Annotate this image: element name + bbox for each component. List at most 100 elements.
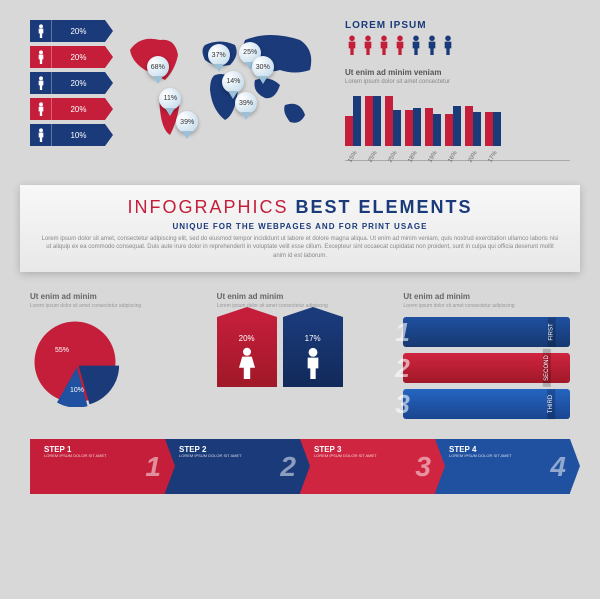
- bar-label: 16%: [447, 150, 458, 163]
- lorem-title: LOREM IPSUM: [345, 20, 570, 31]
- map-pin: 68%: [147, 56, 169, 78]
- stat-arrow: 20%: [30, 46, 105, 68]
- stat-arrow: 20%: [30, 72, 105, 94]
- step-3: STEP 3 LOREM IPSUM DOLOR SIT AMET 3: [300, 439, 435, 494]
- map-pin: 39%: [176, 111, 198, 133]
- bar-blue: [493, 112, 501, 146]
- person-icon: [345, 35, 359, 60]
- step-number: 1: [145, 451, 161, 483]
- world-map: 68%11%39%37%14%25%30%39%: [120, 20, 330, 165]
- bar-chart-subtitle: Lorem ipsum dolor sit amet consectetur: [345, 79, 570, 85]
- gender-banner-male: 17%: [283, 317, 343, 387]
- bar-red: [365, 96, 373, 146]
- arrow-pct: 20%: [52, 72, 105, 94]
- bar-group: 20%: [465, 106, 481, 160]
- person-icon: [30, 72, 52, 94]
- ribbon-label: FIRST: [547, 318, 555, 347]
- banner-title-blue: BEST ELEMENTS: [296, 197, 473, 217]
- step-number: 4: [550, 451, 566, 483]
- ribbons-column: Ut enim ad minim Lorem ipsum dolor sit a…: [403, 292, 570, 419]
- bar-label: 17%: [487, 150, 498, 163]
- bar-blue: [373, 96, 381, 146]
- bar-group: 16%: [445, 106, 461, 160]
- bar-group: 17%: [485, 112, 501, 160]
- pin-label: 68%: [147, 56, 169, 78]
- step-text: LOREM IPSUM DOLOR SIT AMET: [44, 454, 157, 459]
- person-icon: [30, 124, 52, 146]
- ribbon-third: 3 THIRD: [403, 389, 570, 419]
- arrow-pct: 20%: [52, 98, 105, 120]
- pin-label: 14%: [222, 71, 244, 93]
- bar-group: 15%: [345, 96, 361, 160]
- pin-label: 11%: [159, 88, 181, 110]
- pin-label: 37%: [208, 44, 230, 66]
- bar-red: [405, 110, 413, 146]
- pin-label: 39%: [235, 92, 257, 114]
- gender-banner-female: 20%: [217, 317, 277, 387]
- ribbon-number: 1: [395, 317, 409, 348]
- person-icon: [393, 35, 407, 60]
- bar-label: 25%: [367, 150, 378, 163]
- bar-group: 19%: [425, 108, 441, 160]
- ribbon-second: 2 SECOND: [403, 353, 570, 383]
- pie-label-small: 10%: [70, 387, 84, 394]
- ribbons: 1 FIRST 2 SECOND 3 THIRD: [403, 317, 570, 419]
- gender-row: 20% 17%: [217, 317, 384, 387]
- ribbon-label: SECOND: [543, 349, 551, 387]
- gender-pct: 20%: [239, 334, 255, 343]
- top-section: 20% 20% 20% 20% 10% 68%11%39%37%14%25%30…: [0, 0, 600, 175]
- bar-group: 25%: [385, 96, 401, 160]
- banner-text: Lorem ipsum dolor sit amet, consectetur …: [40, 235, 560, 260]
- person-icon: [441, 35, 455, 60]
- person-icon: [425, 35, 439, 60]
- bar-blue: [393, 110, 401, 146]
- female-icon: [237, 347, 257, 379]
- person-icon: [30, 46, 52, 68]
- step-text: LOREM IPSUM DOLOR SIT AMET: [314, 454, 427, 459]
- steps-section: STEP 1 LOREM IPSUM DOLOR SIT AMET 1 STEP…: [0, 429, 600, 514]
- stat-arrow: 10%: [30, 124, 105, 146]
- bar-label: 18%: [407, 150, 418, 163]
- infographic-container: 20% 20% 20% 20% 10% 68%11%39%37%14%25%30…: [0, 0, 600, 599]
- stat-arrow: 20%: [30, 20, 105, 42]
- arrow-pct: 20%: [52, 46, 105, 68]
- arrow-stats-column: 20% 20% 20% 20% 10%: [30, 20, 105, 165]
- gender-pct: 17%: [305, 334, 321, 343]
- people-icons-row: [345, 35, 570, 60]
- bar-chart-title: Ut enim ad minim veniam: [345, 68, 570, 77]
- person-icon: [361, 35, 375, 60]
- bar-red: [445, 114, 453, 146]
- map-pin: 37%: [208, 44, 230, 66]
- bar-group: 25%: [365, 96, 381, 160]
- ribbon-first: 1 FIRST: [403, 317, 570, 347]
- map-pin: 14%: [222, 71, 244, 93]
- step-text: LOREM IPSUM DOLOR SIT AMET: [179, 454, 292, 459]
- ribbon-number: 3: [395, 389, 409, 420]
- arrow-pct: 10%: [52, 124, 105, 146]
- pin-label: 30%: [252, 56, 274, 78]
- map-pin: 30%: [252, 56, 274, 78]
- step-text: LOREM IPSUM DOLOR SIT AMET: [449, 454, 562, 459]
- title-banner: INFOGRAPHICS BEST ELEMENTS UNIQUE FOR TH…: [20, 185, 580, 272]
- bar-chart: 15% 25% 25% 18% 19% 16% 20% 17%: [345, 91, 570, 161]
- pie-chart: 55% 10%: [30, 317, 120, 407]
- arrow-pct: 20%: [52, 20, 105, 42]
- gender-title: Ut enim ad minim: [217, 292, 384, 301]
- bar-red: [485, 112, 493, 146]
- pie-column: Ut enim ad minim Lorem ipsum dolor sit a…: [30, 292, 197, 419]
- pie-label-big: 55%: [55, 347, 69, 354]
- bar-blue: [433, 114, 441, 146]
- bar-label: 15%: [347, 150, 358, 163]
- ribbons-text: Lorem ipsum dolor sit amet consectetur a…: [403, 303, 570, 309]
- male-icon: [303, 347, 323, 379]
- bar-label: 20%: [467, 150, 478, 163]
- ribbon-number: 2: [395, 353, 409, 384]
- person-icon: [30, 98, 52, 120]
- step-number: 3: [415, 451, 431, 483]
- stat-arrow: 20%: [30, 98, 105, 120]
- steps-arrow: STEP 1 LOREM IPSUM DOLOR SIT AMET 1 STEP…: [30, 439, 570, 494]
- step-number: 2: [280, 451, 296, 483]
- step-1: STEP 1 LOREM IPSUM DOLOR SIT AMET 1: [30, 439, 165, 494]
- banner-subtitle: UNIQUE FOR THE WEBPAGES AND FOR PRINT US…: [40, 222, 560, 231]
- bar-blue: [453, 106, 461, 146]
